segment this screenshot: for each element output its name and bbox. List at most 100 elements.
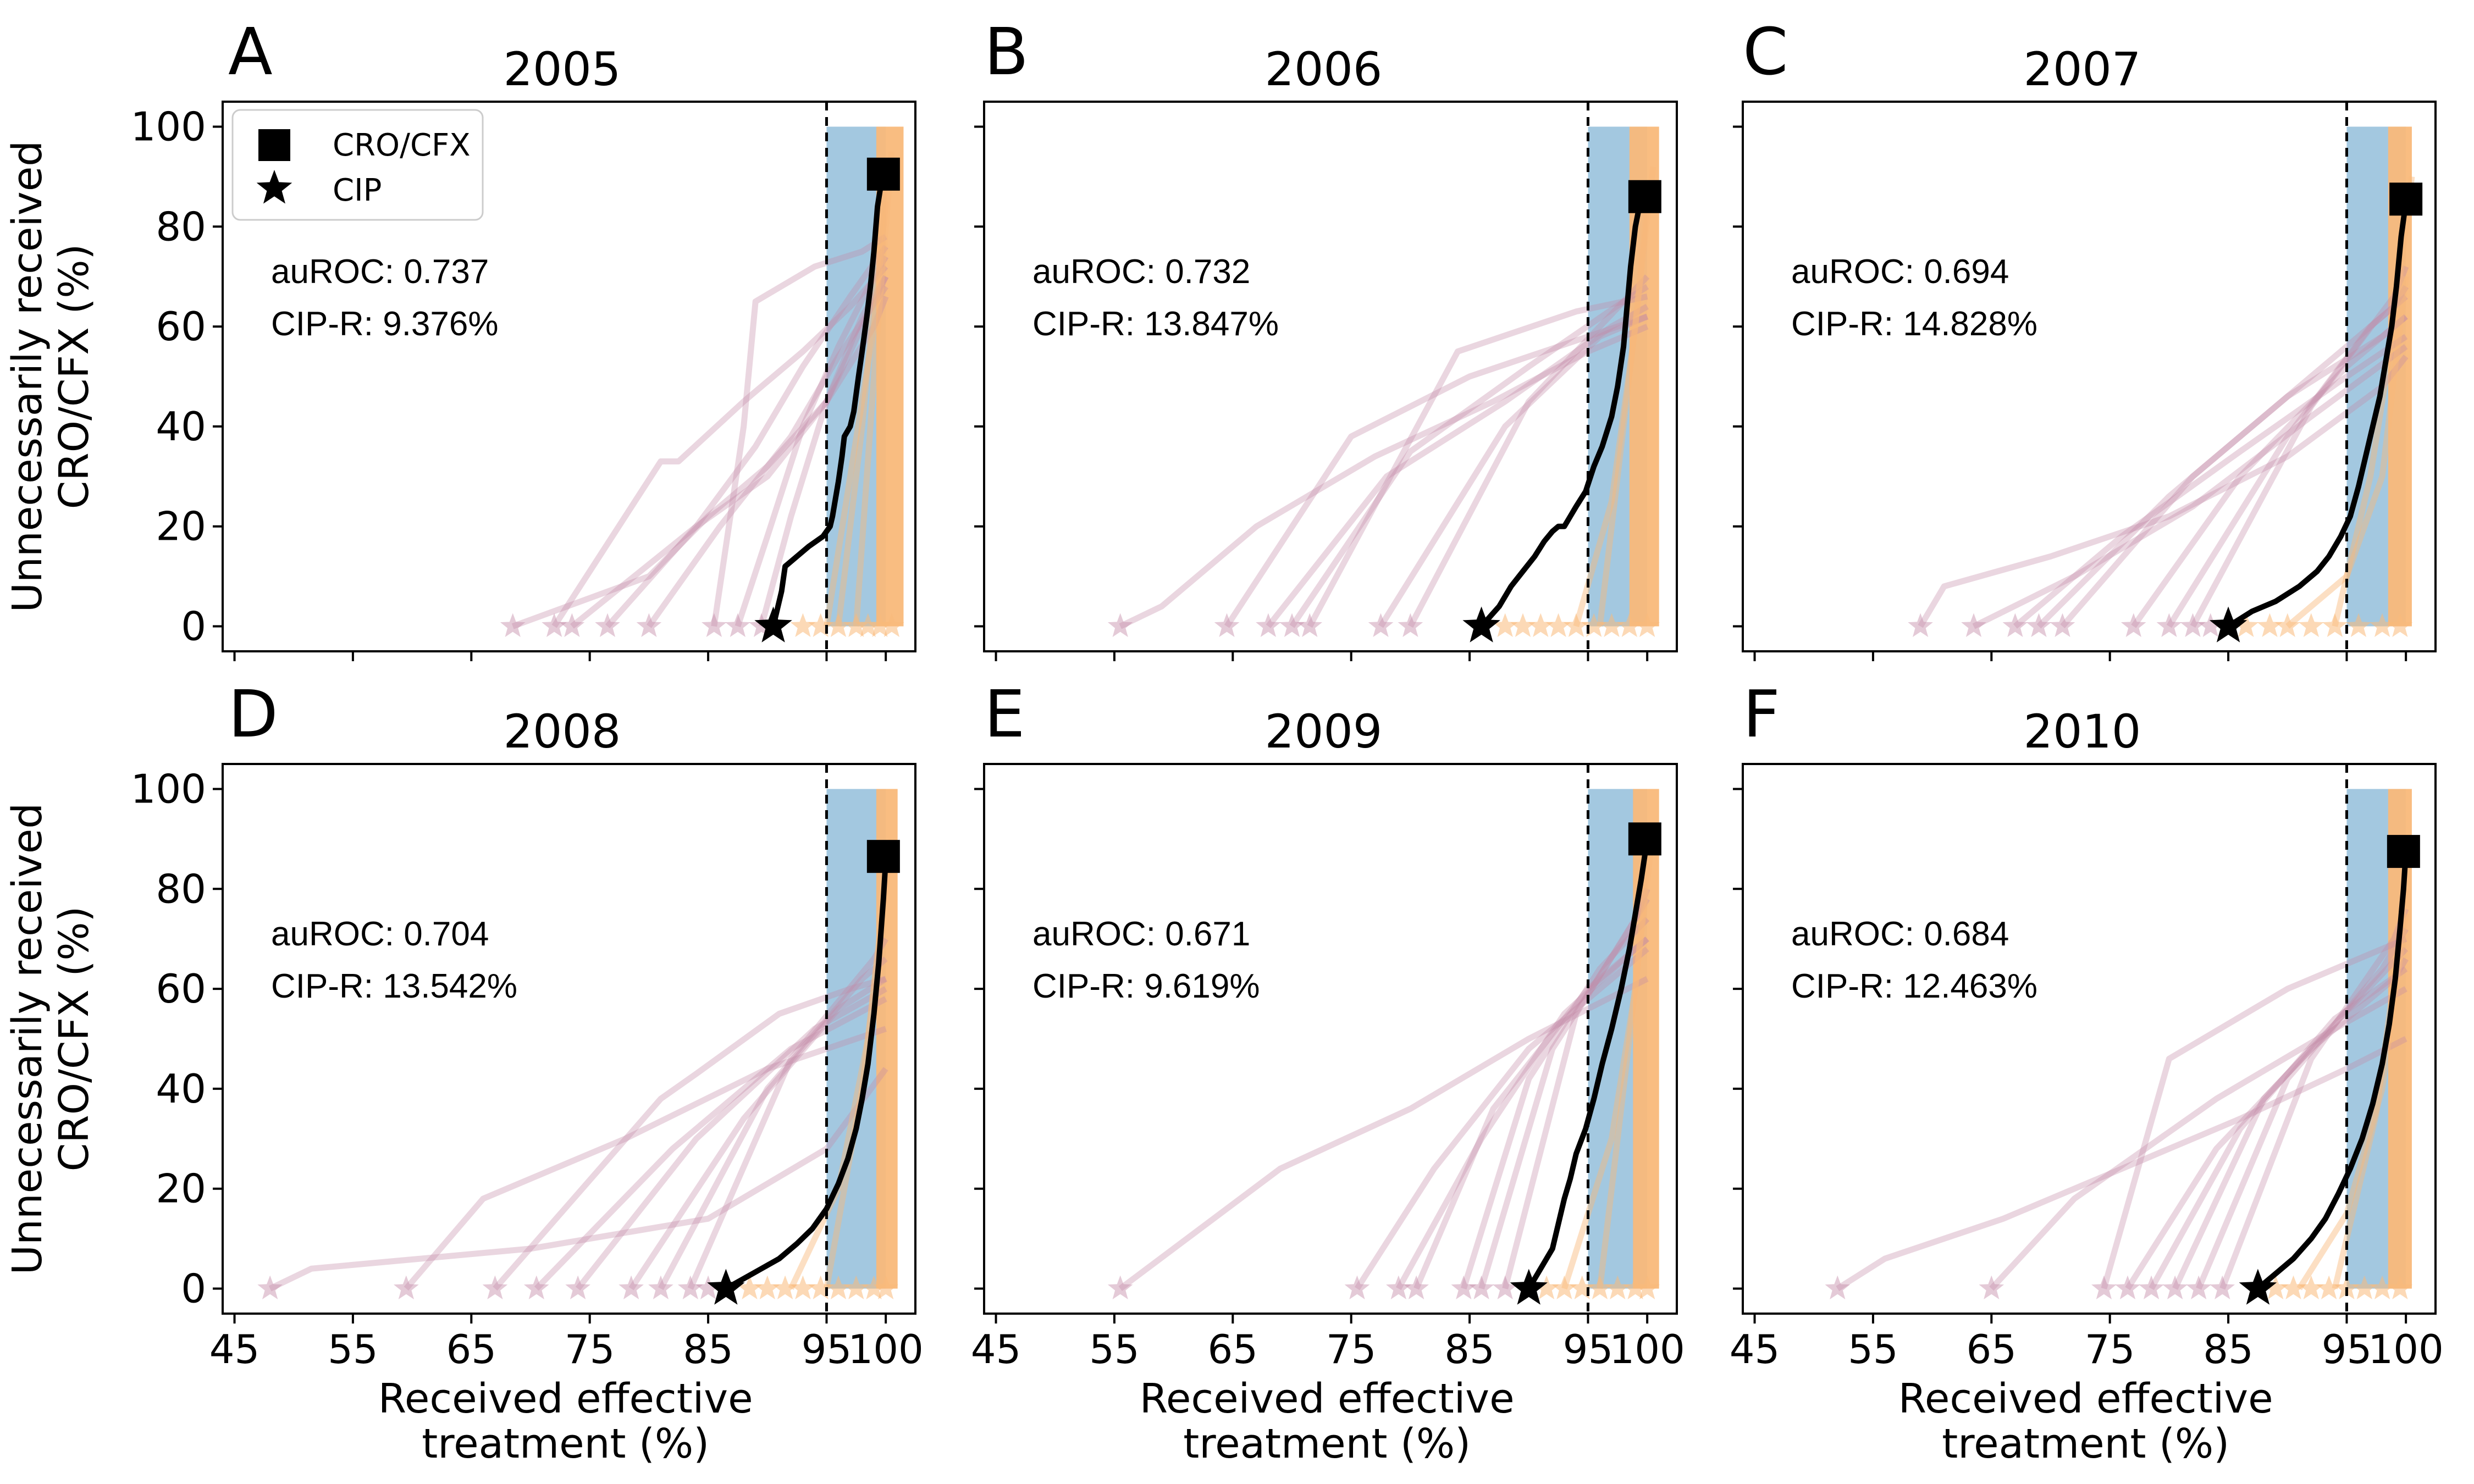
y-tick-label: 20 [156,503,206,550]
axes-frame [1742,763,2437,1315]
legend: CRO/CFX CIP [231,109,484,221]
pink-star-marker [394,1275,419,1299]
main-series-line [2226,198,2409,629]
orange-star-marker [1545,613,1571,637]
pink-star-marker [725,613,750,637]
pink-series-line [2190,265,2409,628]
orange-star-marker [861,1275,887,1299]
pink-series-line [2196,927,2409,1290]
orange-series-line [1597,166,1656,627]
panel-letter: E [984,676,1025,752]
pink-star-marker [2120,613,2146,637]
orange-star-marker [1551,1275,1577,1299]
cip-r-annotation: CIP-R: 13.847% [1032,305,1279,343]
pink-star-marker [2026,613,2052,637]
orange-series-line [853,151,895,627]
orange-star-marker [1622,1275,1648,1299]
legend-label: CRO/CFX [333,128,471,163]
pink-series-line [1836,1036,2407,1292]
cip-r-annotation: CIP-R: 14.828% [1791,305,2037,343]
orange-star-marker [1634,613,1660,637]
pink-series-line [511,275,889,629]
x-tick-label: 75 [565,1326,615,1372]
pink-star-marker [1961,613,1986,637]
orange-star-marker [1564,613,1589,637]
axes-frame [1742,101,2437,652]
pink-star-marker [1368,613,1394,637]
cip-star-marker [754,606,792,643]
orange-star-marker [2299,613,2324,637]
cro-cfx-square-marker [866,840,900,873]
pink-star-marker [2162,1275,2188,1299]
pink-star-marker [677,1275,703,1299]
cro-cfx-square-marker [866,157,900,191]
y-tick-label: 60 [156,966,206,1012]
pink-series-line [1989,986,2407,1291]
x-tick-label: 75 [2085,1326,2135,1372]
x-tick-label: 55 [1848,1326,1898,1372]
orange-star-marker [1587,1275,1612,1299]
cip-star-marker [2239,1269,2277,1305]
pink-series-line [2013,334,2408,629]
orange-star-marker [2322,613,2348,637]
auroc-annotation: auROC: 0.671 [1032,915,1250,953]
panel-title: 2008 [504,705,621,758]
cip-star-marker [1510,1269,1548,1305]
x-axis-label-line2: treatment (%) [422,1420,709,1468]
auroc-annotation: auROC: 0.704 [271,915,489,953]
x-tick-label: 55 [328,1326,378,1372]
y-tick-label: 80 [156,203,206,250]
x-tick-label: 85 [683,1326,733,1372]
orange-star-marker [843,1275,869,1299]
panel-letter: C [1743,14,1788,90]
pink-star-marker [523,1275,549,1299]
pink-star-marker [2210,1275,2235,1299]
main-series-line [1526,836,1650,1292]
axes-frame [983,101,1678,652]
main-series-line [1478,193,1644,629]
plot-area [1825,764,2413,1314]
pink-star-marker [482,1275,508,1299]
orange-series-line [2285,276,2409,629]
orange-star-marker [2346,613,2371,637]
orange-star-marker [1617,613,1642,637]
orange-series-line [835,176,889,627]
y-axis-label-line1: Unnecessarily received [4,803,51,1275]
x-tick-label: 100 [2368,1326,2443,1372]
orange-star-marker [2233,613,2259,637]
auroc-annotation: auROC: 0.684 [1791,915,2009,953]
orange-star-marker [2316,1275,2342,1299]
plot-area [1107,764,1660,1314]
y-tick-label: 40 [156,403,206,450]
pink-star-marker [2115,1275,2140,1299]
orange-star-marker [790,613,816,637]
x-tick-label: 95 [1563,1326,1614,1372]
pink-star-marker [702,613,727,637]
pink-series-line [1224,313,1648,628]
pink-star-marker [1386,1275,1411,1299]
x-tick-label: 65 [1207,1326,1258,1372]
y-axis-label-line2: CRO/CFX (%) [51,244,98,510]
orange-star-marker [1528,613,1554,637]
orange-star-marker [790,1275,816,1299]
pink-series-line [1395,936,1649,1291]
pink-star-marker [1468,1275,1494,1299]
pink-star-marker [257,1275,283,1299]
pink-series-line [2101,936,2407,1289]
pink-series-line [1461,917,1650,1290]
pink-star-marker [500,613,526,637]
x-axis-label-line1: Received effective [1140,1375,1515,1422]
pink-star-marker [1214,613,1240,637]
orange-star-marker [2387,613,2413,637]
orange-star-marker [826,1275,851,1299]
panel-letter: D [228,676,278,752]
cip-star-marker [1462,606,1500,643]
x-tick-label: 95 [2322,1326,2372,1372]
pink-star-marker [618,1275,644,1299]
pink-series-line [711,234,888,627]
pink-series-line [1407,274,1650,628]
